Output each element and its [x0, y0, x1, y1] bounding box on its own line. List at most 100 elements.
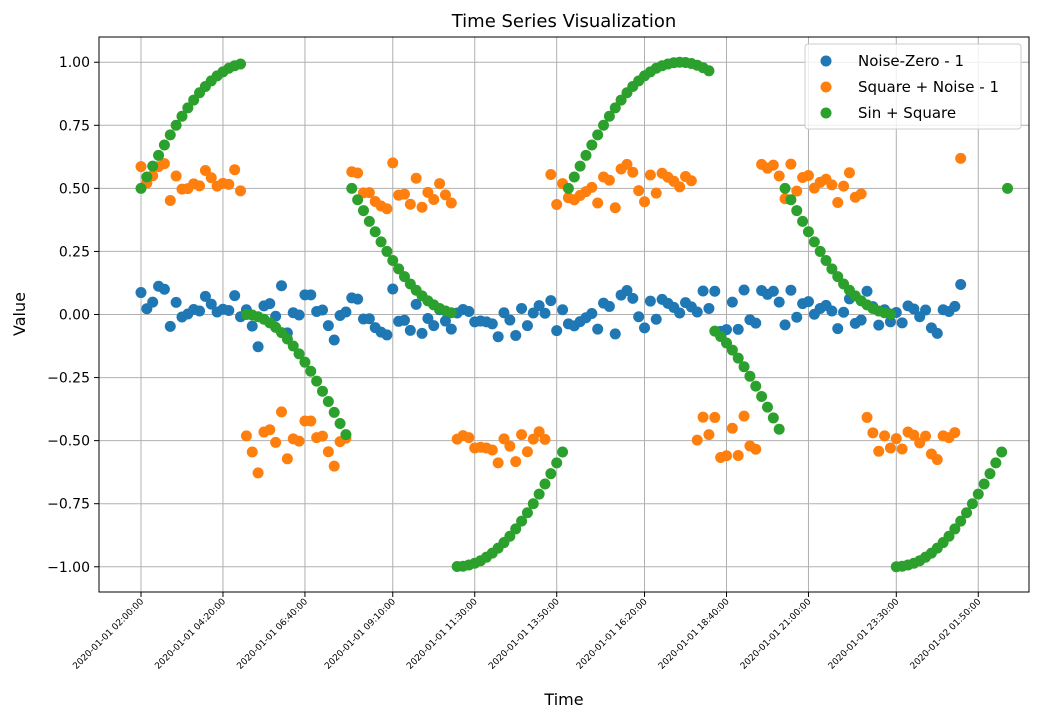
- data-point: [990, 457, 1002, 469]
- data-point: [533, 426, 545, 438]
- data-point: [703, 302, 715, 314]
- data-point: [820, 255, 832, 267]
- data-point: [504, 530, 516, 542]
- legend-marker: [820, 107, 832, 119]
- data-point: [855, 188, 867, 200]
- data-point: [521, 446, 533, 458]
- data-point: [363, 313, 375, 325]
- data-point: [726, 344, 738, 356]
- data-point: [164, 129, 176, 141]
- data-point: [352, 167, 364, 179]
- data-point: [568, 171, 580, 183]
- data-point: [516, 302, 528, 314]
- data-point: [873, 319, 885, 331]
- data-point: [609, 328, 621, 340]
- data-point: [328, 460, 340, 472]
- data-point: [639, 196, 651, 208]
- y-tick-label: −1.00: [47, 560, 90, 576]
- data-point: [703, 429, 715, 441]
- data-point: [416, 201, 428, 213]
- data-point: [785, 284, 797, 296]
- data-point: [955, 278, 967, 290]
- data-point: [527, 307, 539, 319]
- data-point: [650, 313, 662, 325]
- data-point: [767, 159, 779, 171]
- data-point: [334, 417, 346, 429]
- data-point: [996, 446, 1008, 458]
- data-point: [194, 180, 206, 192]
- data-point: [797, 215, 809, 227]
- data-point: [808, 236, 820, 248]
- data-point: [609, 102, 621, 114]
- data-point: [434, 178, 446, 190]
- data-point: [644, 169, 656, 181]
- data-point: [949, 427, 961, 439]
- y-tick-label: 1.00: [59, 55, 90, 71]
- data-point: [322, 446, 334, 458]
- data-point: [744, 370, 756, 382]
- data-point: [884, 316, 896, 328]
- data-point: [721, 450, 732, 462]
- data-point: [445, 307, 457, 319]
- data-point: [832, 323, 844, 335]
- data-point: [598, 119, 610, 131]
- data-point: [738, 284, 750, 296]
- data-point: [510, 329, 522, 341]
- data-point: [750, 380, 762, 392]
- data-point: [229, 164, 241, 176]
- data-point: [750, 317, 762, 329]
- data-point: [615, 94, 627, 106]
- data-point: [498, 433, 510, 445]
- data-point: [931, 454, 943, 466]
- data-point: [592, 323, 604, 335]
- data-point: [492, 457, 504, 469]
- data-point: [896, 317, 908, 329]
- data-point: [246, 320, 258, 332]
- data-point: [539, 307, 551, 319]
- data-point: [955, 515, 967, 527]
- data-point: [340, 306, 352, 318]
- data-point: [363, 215, 375, 227]
- legend-marker: [820, 55, 832, 67]
- data-point: [639, 322, 651, 334]
- data-point: [826, 263, 838, 275]
- data-point: [486, 444, 498, 456]
- data-point: [264, 298, 276, 310]
- data-point: [463, 432, 475, 444]
- data-point: [147, 160, 159, 172]
- data-point: [761, 401, 773, 413]
- data-point: [896, 443, 908, 455]
- data-point: [439, 315, 451, 327]
- data-point: [369, 226, 381, 238]
- data-point: [609, 202, 621, 214]
- data-point: [674, 181, 686, 193]
- data-point: [773, 170, 785, 182]
- data-point: [603, 174, 615, 186]
- data-point: [726, 422, 738, 434]
- data-point: [791, 205, 803, 217]
- data-point: [521, 320, 533, 332]
- data-point: [381, 329, 393, 341]
- plot-area-frame: [98, 36, 1030, 593]
- data-point: [961, 507, 973, 519]
- data-point: [176, 110, 188, 122]
- data-point: [861, 411, 873, 423]
- data-point: [504, 440, 516, 452]
- data-point: [375, 236, 387, 248]
- data-point: [346, 182, 358, 194]
- data-point: [305, 289, 317, 301]
- y-axis-label: Value: [10, 292, 29, 336]
- data-point: [861, 285, 873, 297]
- data-point: [410, 298, 422, 310]
- data-point: [398, 188, 410, 200]
- data-point: [539, 433, 551, 445]
- data-point: [545, 168, 557, 180]
- data-point: [223, 304, 235, 316]
- y-tick-label: 0.75: [59, 118, 90, 134]
- data-point: [510, 523, 522, 535]
- data-point: [650, 187, 662, 199]
- data-series: [135, 56, 1014, 573]
- y-tick-label: −0.50: [47, 434, 90, 450]
- data-point: [785, 194, 797, 206]
- data-point: [884, 308, 896, 320]
